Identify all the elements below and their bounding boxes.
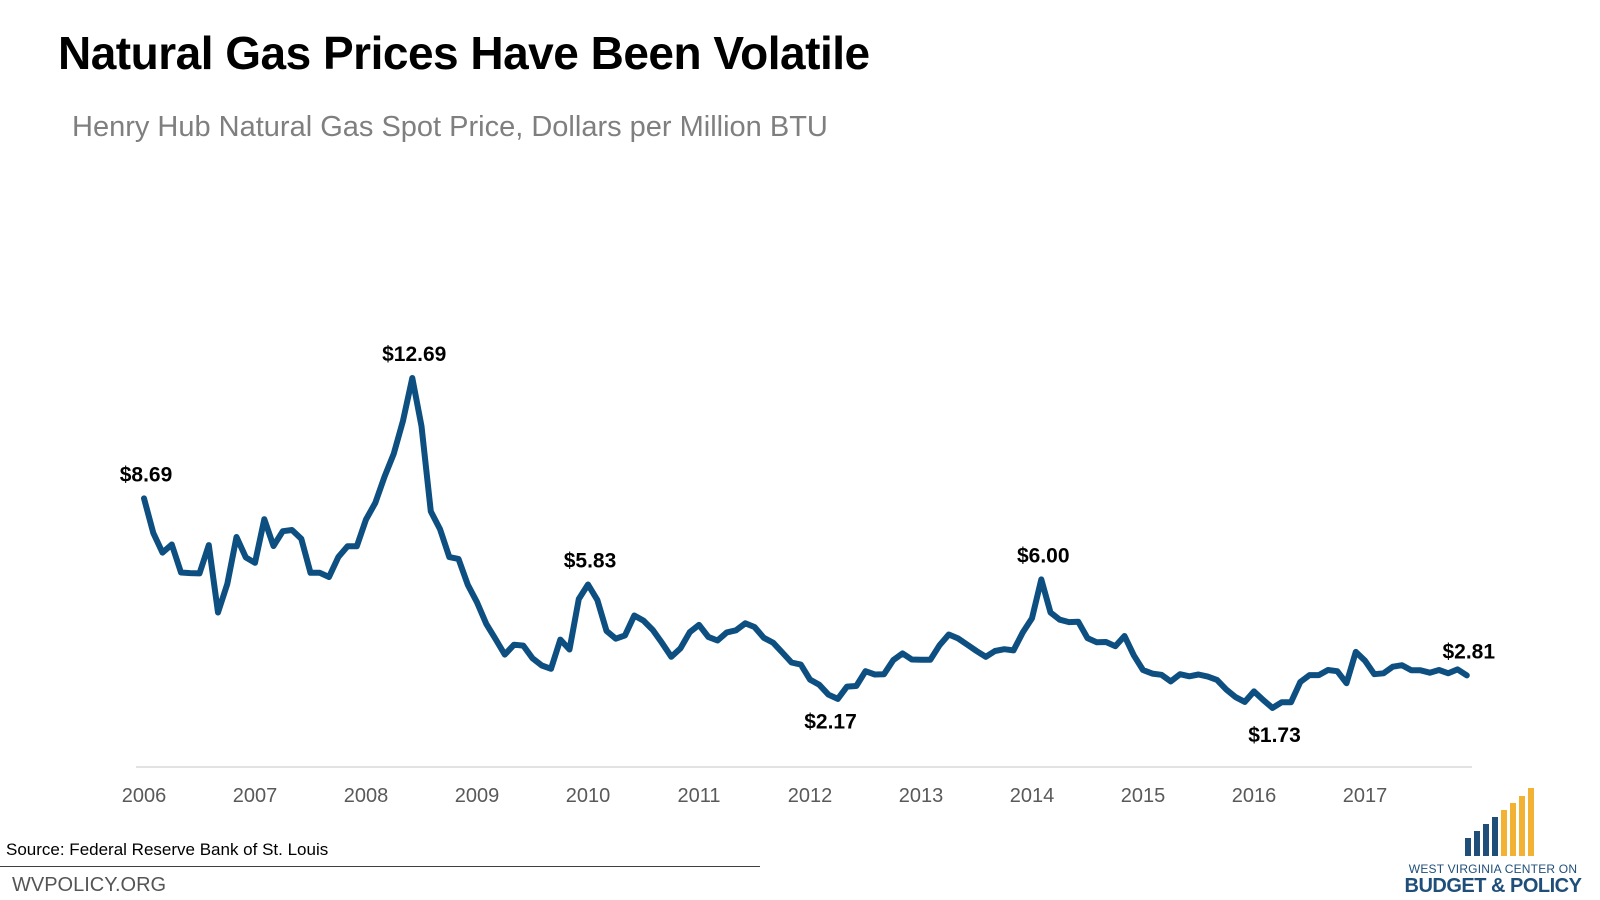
wvcbp-logo: WEST VIRGINIA CENTER ON BUDGET & POLICY <box>1388 786 1598 898</box>
logo-bar <box>1474 831 1480 856</box>
source-note: Source: Federal Reserve Bank of St. Loui… <box>6 840 329 859</box>
x-tick-label: 2016 <box>1232 785 1277 807</box>
x-tick-label: 2010 <box>566 785 611 807</box>
data-label: $2.81 <box>1442 640 1495 663</box>
data-label: $12.69 <box>382 343 446 366</box>
logo-text-top: WEST VIRGINIA CENTER ON <box>1408 862 1578 876</box>
x-tick-label: 2009 <box>455 785 500 807</box>
x-tick-label: 2011 <box>677 785 720 807</box>
line-chart: 2006 2007 2008 2009 2010 2011 2012 2013 2014 2015… <box>120 343 1496 807</box>
chart-title: Natural Gas Prices Have Been Volatile <box>58 27 870 79</box>
logo-bars-icon <box>1465 788 1534 856</box>
logo-bar <box>1492 817 1498 856</box>
data-label: $6.00 <box>1017 544 1070 567</box>
data-label: $5.83 <box>564 550 617 573</box>
x-tick-label: 2013 <box>899 785 944 807</box>
logo-text-bottom: BUDGET & POLICY <box>1404 875 1582 897</box>
data-label: $2.17 <box>804 711 857 734</box>
data-label: $1.73 <box>1248 724 1301 747</box>
logo-bar <box>1519 796 1525 856</box>
logo-bar <box>1510 803 1516 856</box>
logo-bar <box>1483 824 1489 856</box>
price-series-line <box>141 375 1470 711</box>
x-tick-label: 2014 <box>1010 785 1055 807</box>
data-label: $8.69 <box>120 463 173 486</box>
x-tick-label: 2017 <box>1343 785 1388 807</box>
logo-bar <box>1465 838 1471 856</box>
x-tick-labels: 2006 2007 2008 2009 2010 2011 2012 2013 2014 2015… <box>122 785 1388 807</box>
x-tick-label: 2008 <box>344 785 389 807</box>
logo-bar <box>1501 810 1507 856</box>
price-annotations: $8.69 $12.69 $5.83 $2.17 $6.00 $1.73 $2.81 <box>120 343 1496 747</box>
chart-subtitle: Henry Hub Natural Gas Spot Price, Dollar… <box>72 111 828 143</box>
x-tick-label: 2012 <box>788 785 833 807</box>
x-tick-label: 2007 <box>233 785 278 807</box>
site-url: WVPOLICY.ORG <box>12 874 167 896</box>
x-tick-label: 2015 <box>1121 785 1166 807</box>
source-divider <box>0 866 760 867</box>
logo-bar <box>1528 788 1534 856</box>
x-tick-label: 2006 <box>122 785 167 807</box>
